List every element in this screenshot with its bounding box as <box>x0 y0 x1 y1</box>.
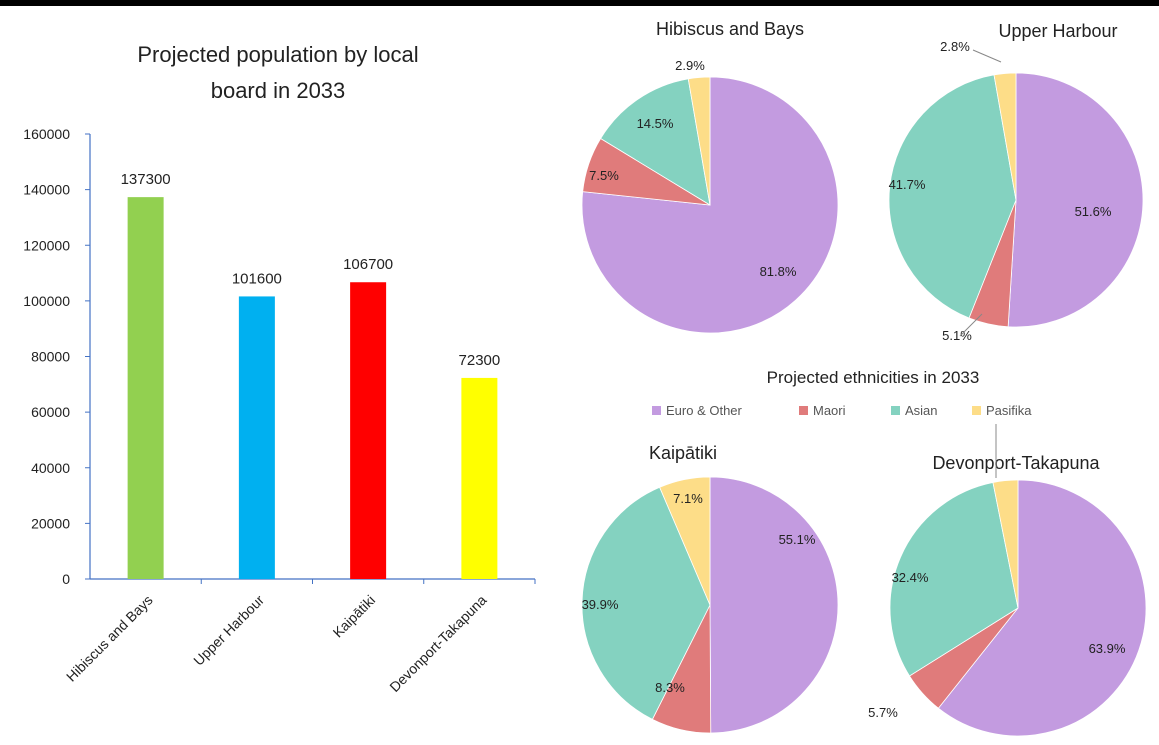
pie-group-title: Projected ethnicities in 2033 <box>767 368 980 387</box>
pie-0-data-label: 2.9% <box>675 58 705 73</box>
pie-1-data-label: 51.6% <box>1075 204 1112 219</box>
x-tick-label: Upper Harbour <box>190 592 267 669</box>
pie-3-data-label: 5.7% <box>868 705 898 720</box>
legend-label: Maori <box>813 403 846 418</box>
bar-data-label: 106700 <box>343 256 393 273</box>
pie-1-data-label: 5.1% <box>942 328 972 343</box>
bar-data-label: 137300 <box>121 171 171 188</box>
legend-swatch-1 <box>799 406 808 415</box>
pie-0-data-label: 14.5% <box>637 116 674 131</box>
y-tick-label: 20000 <box>31 515 70 531</box>
x-tick-label: Devonport-Takapuna <box>386 592 489 695</box>
bar-chart-title-line-1: Projected population by local <box>137 42 418 67</box>
y-tick-label: 100000 <box>23 293 70 309</box>
pie-0-slice-3 <box>687 76 711 206</box>
pie-1-slice-0 <box>1007 72 1144 328</box>
bar-1 <box>238 296 275 579</box>
pie-1-title: Upper Harbour <box>998 21 1117 41</box>
x-tick-label: Hibiscus and Bays <box>63 592 156 685</box>
legend-swatch-0 <box>652 406 661 415</box>
top-border <box>0 0 1159 6</box>
legend-swatch-3 <box>972 406 981 415</box>
bar-0 <box>127 197 164 579</box>
pie-leader-line <box>959 313 983 337</box>
pie-1-data-label: 2.8% <box>940 39 970 54</box>
pie-3-title: Devonport-Takapuna <box>932 453 1100 473</box>
pie-2-title: Kaipātiki <box>649 443 717 463</box>
pie-2-slice-2 <box>581 486 711 720</box>
bar-data-label: 72300 <box>459 352 501 369</box>
pie-3-slice-0 <box>937 479 1147 737</box>
pie-leader-line <box>972 49 1002 63</box>
y-tick-label: 140000 <box>23 182 70 198</box>
pie-3-slice-2 <box>889 482 1019 677</box>
pie-0-data-label: 7.5% <box>589 168 619 183</box>
bar-3 <box>461 377 498 579</box>
pie-2-slice-0 <box>709 476 839 734</box>
pie-1-slice-2 <box>888 74 1017 319</box>
pie-3-data-label: 63.9% <box>1089 641 1126 656</box>
y-tick-label: 0 <box>62 571 70 587</box>
legend-swatch-2 <box>891 406 900 415</box>
y-tick-label: 80000 <box>31 349 70 365</box>
bar-chart-title-line-2: board in 2033 <box>211 78 346 103</box>
y-tick-label: 40000 <box>31 460 70 476</box>
y-tick-label: 120000 <box>23 237 70 253</box>
pie-1-slice-3 <box>993 72 1017 201</box>
legend-label: Pasifika <box>986 403 1032 418</box>
pie-0-title: Hibiscus and Bays <box>656 19 804 39</box>
legend-label: Euro & Other <box>666 403 743 418</box>
pie-1-data-label: 41.7% <box>889 177 926 192</box>
pie-2-data-label: 39.9% <box>582 597 619 612</box>
pie-2-data-label: 8.3% <box>655 680 685 695</box>
y-tick-label: 60000 <box>31 404 70 420</box>
pie-0-slice-2 <box>600 78 711 206</box>
pie-2-slice-3 <box>659 476 711 606</box>
y-tick-label: 160000 <box>23 126 70 142</box>
pie-3-slice-3 <box>992 479 1019 609</box>
x-tick-label: Kaipātiki <box>330 592 379 641</box>
pie-2-data-label: 7.1% <box>673 491 703 506</box>
pie-3-data-label: 32.4% <box>892 570 929 585</box>
pie-2-data-label: 55.1% <box>779 532 816 547</box>
bar-data-label: 101600 <box>232 270 282 287</box>
legend-label: Asian <box>905 403 938 418</box>
bar-2 <box>350 282 387 579</box>
pie-0-data-label: 81.8% <box>760 264 797 279</box>
